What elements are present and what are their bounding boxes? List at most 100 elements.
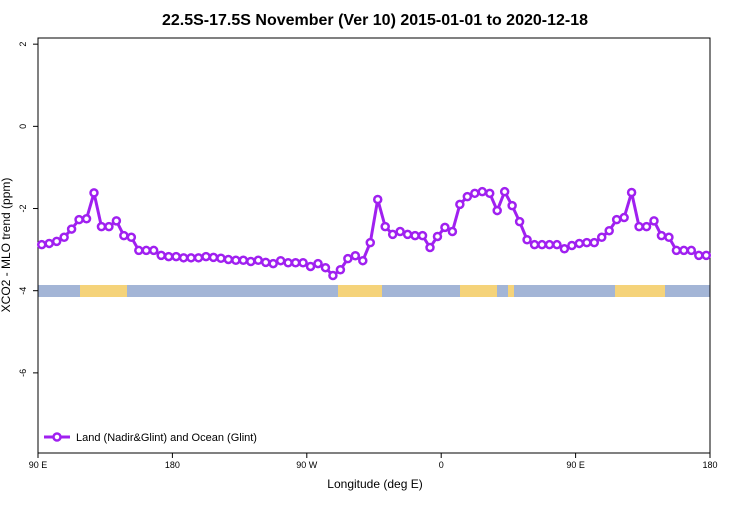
land-band xyxy=(338,285,382,297)
data-point xyxy=(671,245,682,256)
legend-swatch-marker xyxy=(52,432,62,442)
data-point xyxy=(96,221,107,232)
data-point xyxy=(387,229,398,240)
data-point xyxy=(649,216,659,226)
data-point xyxy=(298,258,308,268)
data-point xyxy=(537,239,547,250)
x-tick-label: 90 E xyxy=(29,460,48,470)
data-point xyxy=(253,255,264,266)
data-point xyxy=(104,221,114,232)
data-point xyxy=(231,255,241,266)
data-point xyxy=(529,239,540,250)
data-point xyxy=(574,238,585,249)
data-point xyxy=(343,253,353,264)
data-point xyxy=(260,257,271,268)
data-point xyxy=(507,200,517,211)
data-point xyxy=(492,205,502,216)
data-point xyxy=(178,253,189,263)
y-tick-label: -6 xyxy=(18,369,28,377)
data-point xyxy=(66,224,77,234)
data-point xyxy=(350,251,361,261)
data-point xyxy=(358,255,368,266)
data-point xyxy=(313,258,323,269)
data-point xyxy=(335,264,346,275)
data-point xyxy=(656,230,667,241)
data-point xyxy=(619,212,629,223)
x-axis-label: Longitude (deg E) xyxy=(327,477,422,491)
data-point xyxy=(522,234,532,245)
data-point xyxy=(694,250,704,261)
data-point xyxy=(201,251,211,262)
data-point xyxy=(432,231,443,242)
x-tick-label: 0 xyxy=(439,460,444,470)
data-point xyxy=(410,230,420,241)
data-point xyxy=(223,254,234,265)
data-point xyxy=(163,251,174,262)
land-band xyxy=(460,285,497,297)
data-point xyxy=(559,244,570,254)
data-point xyxy=(514,216,525,227)
data-point xyxy=(395,226,405,237)
data-point xyxy=(134,245,144,256)
data-point xyxy=(283,258,293,268)
data-point xyxy=(417,230,428,241)
data-point xyxy=(484,188,495,199)
data-point xyxy=(246,256,256,267)
data-point xyxy=(193,253,204,263)
data-point xyxy=(611,214,622,225)
data-point xyxy=(216,253,226,263)
data-point xyxy=(462,191,473,202)
data-point xyxy=(582,237,592,248)
data-point xyxy=(74,214,84,225)
data-point xyxy=(59,232,69,243)
data-point xyxy=(156,250,166,261)
data-point xyxy=(447,226,458,237)
data-point xyxy=(238,255,249,266)
data-point xyxy=(36,239,47,250)
land-band xyxy=(615,285,665,297)
data-point xyxy=(567,240,577,251)
data-point xyxy=(148,245,159,256)
y-tick-label: -4 xyxy=(18,287,28,295)
data-point xyxy=(268,258,278,269)
data-point xyxy=(604,225,614,236)
data-point xyxy=(470,188,480,199)
data-point xyxy=(290,258,301,268)
data-point xyxy=(81,214,92,224)
data-point xyxy=(664,232,674,243)
data-point xyxy=(44,238,54,249)
data-point xyxy=(186,253,196,263)
data-point xyxy=(141,245,152,256)
data-point xyxy=(626,187,637,198)
data-point xyxy=(320,262,331,273)
y-axis-label: XCO2 - MLO trend (ppm) xyxy=(0,178,13,313)
data-point xyxy=(589,237,600,248)
data-point xyxy=(328,270,338,281)
data-point xyxy=(365,237,376,248)
data-point xyxy=(596,232,607,243)
land-band xyxy=(508,285,514,297)
data-point xyxy=(425,242,435,253)
data-point xyxy=(701,250,712,261)
data-point xyxy=(402,229,413,240)
land-band xyxy=(80,285,127,297)
y-tick-label: 0 xyxy=(18,124,28,129)
y-tick-label: 2 xyxy=(18,42,28,47)
x-tick-label: 180 xyxy=(165,460,180,470)
data-point xyxy=(477,186,488,197)
data-point xyxy=(552,239,562,250)
chart-title: 22.5S-17.5S November (Ver 10) 2015-01-01… xyxy=(162,12,588,29)
x-tick-label: 90 W xyxy=(296,460,318,470)
data-point xyxy=(111,216,122,226)
data-point xyxy=(51,236,62,247)
data-point xyxy=(119,230,129,241)
y-tick-label: -2 xyxy=(18,205,28,213)
data-point xyxy=(634,221,644,232)
data-point xyxy=(499,186,510,197)
land-ocean-band xyxy=(38,285,710,297)
data-point xyxy=(440,222,450,233)
x-tick-label: 90 E xyxy=(566,460,585,470)
data-point xyxy=(171,251,181,262)
